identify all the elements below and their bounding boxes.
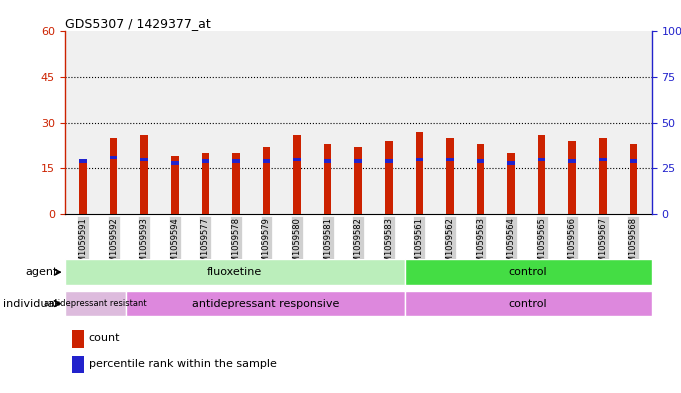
Bar (79, 162, 87, 214)
Bar (538, 158, 545, 161)
Bar (232, 153, 240, 214)
Bar (232, 160, 240, 163)
Bar (507, 161, 515, 165)
Bar (65, 291, 127, 316)
Text: control: control (509, 299, 548, 309)
Bar (140, 158, 148, 161)
Bar (294, 135, 301, 214)
Bar (127, 291, 405, 316)
Bar (171, 156, 178, 214)
Text: count: count (89, 333, 120, 343)
Bar (140, 135, 148, 214)
Text: individual: individual (3, 299, 58, 309)
Bar (110, 156, 117, 160)
Bar (323, 160, 332, 163)
Bar (446, 138, 454, 214)
Bar (385, 160, 393, 163)
Bar (629, 144, 637, 214)
Bar (477, 160, 484, 163)
Bar (629, 160, 637, 163)
Text: control: control (509, 267, 548, 277)
Bar (202, 153, 209, 214)
Text: GDS5307 / 1429377_at: GDS5307 / 1429377_at (65, 17, 210, 30)
Bar (569, 141, 576, 214)
Bar (477, 144, 484, 214)
Bar (446, 158, 454, 161)
Bar (415, 132, 423, 214)
Bar (415, 158, 423, 161)
Bar (354, 147, 362, 214)
Bar (354, 160, 362, 163)
Bar (263, 160, 270, 163)
Bar (323, 144, 332, 214)
Text: antidepressant resistant: antidepressant resistant (44, 299, 147, 308)
Text: percentile rank within the sample: percentile rank within the sample (89, 358, 276, 369)
Bar (171, 161, 178, 165)
Bar (65, 259, 405, 285)
Bar (263, 147, 270, 214)
Bar (110, 138, 117, 214)
Bar (202, 160, 209, 163)
Bar (569, 160, 576, 163)
Bar (599, 158, 607, 161)
Text: fluoxetine: fluoxetine (207, 267, 262, 277)
Bar (405, 291, 652, 316)
Bar (79, 160, 87, 163)
Bar (599, 138, 607, 214)
Bar (507, 153, 515, 214)
Bar (385, 141, 393, 214)
Bar (405, 259, 652, 285)
Text: agent: agent (25, 267, 58, 277)
Text: antidepressant responsive: antidepressant responsive (192, 299, 339, 309)
Bar (294, 158, 301, 161)
Bar (538, 135, 545, 214)
